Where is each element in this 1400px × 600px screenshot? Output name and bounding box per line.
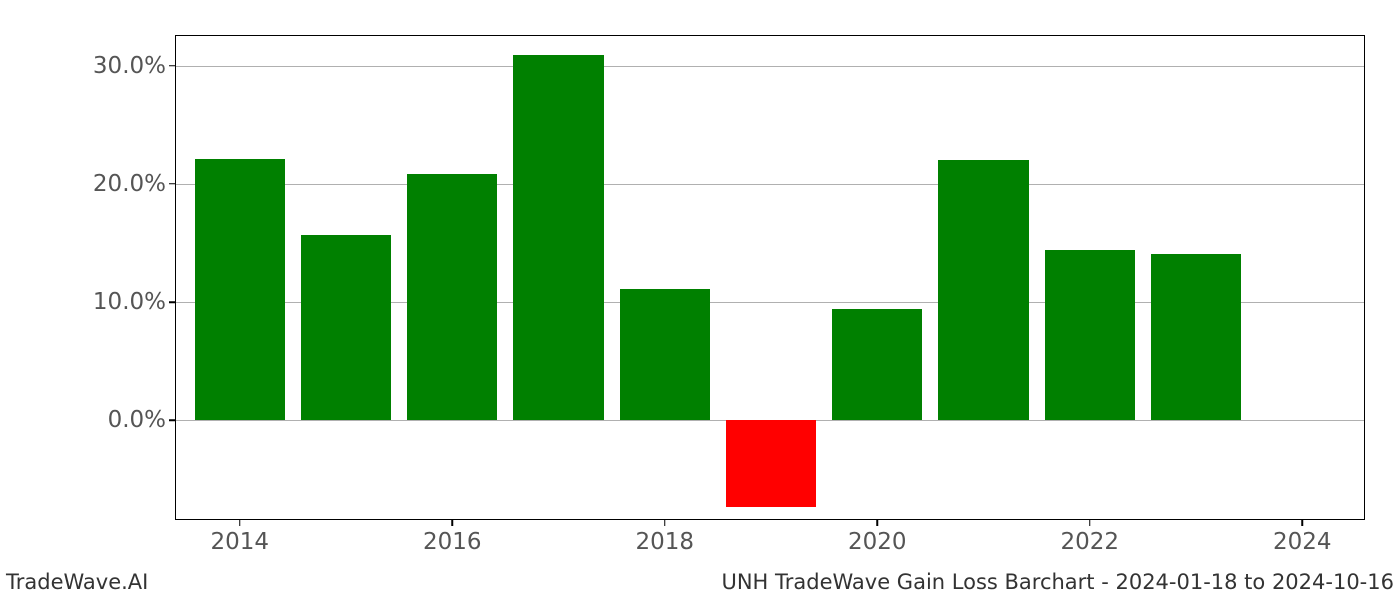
bar [832, 309, 922, 420]
x-tick-label: 2020 [848, 519, 907, 555]
bar [1045, 250, 1135, 420]
bar [195, 159, 285, 420]
y-tick-label: 10.0% [93, 289, 176, 315]
y-gridline [176, 184, 1364, 185]
footer-left: TradeWave.AI [6, 570, 148, 594]
bar [407, 174, 497, 420]
y-tick-label: 0.0% [108, 407, 176, 433]
x-tick-label: 2016 [423, 519, 482, 555]
y-gridline [176, 66, 1364, 67]
footer-right: UNH TradeWave Gain Loss Barchart - 2024-… [721, 570, 1394, 594]
bar [1151, 254, 1241, 421]
y-tick-label: 30.0% [93, 53, 176, 79]
x-tick-label: 2014 [210, 519, 269, 555]
plot-area: 0.0%10.0%20.0%30.0%201420162018202020222… [175, 35, 1365, 520]
x-tick-label: 2022 [1060, 519, 1119, 555]
bar [726, 420, 816, 506]
bar [301, 235, 391, 421]
bar [513, 55, 603, 421]
y-tick-label: 20.0% [93, 171, 176, 197]
x-tick-label: 2018 [635, 519, 694, 555]
bar [620, 289, 710, 420]
x-tick-label: 2024 [1273, 519, 1332, 555]
bar [938, 160, 1028, 420]
chart-container: 0.0% 10.0% 20.0% 30.0% 2014 2016 2018 2020 2022 2… [0, 0, 1400, 600]
